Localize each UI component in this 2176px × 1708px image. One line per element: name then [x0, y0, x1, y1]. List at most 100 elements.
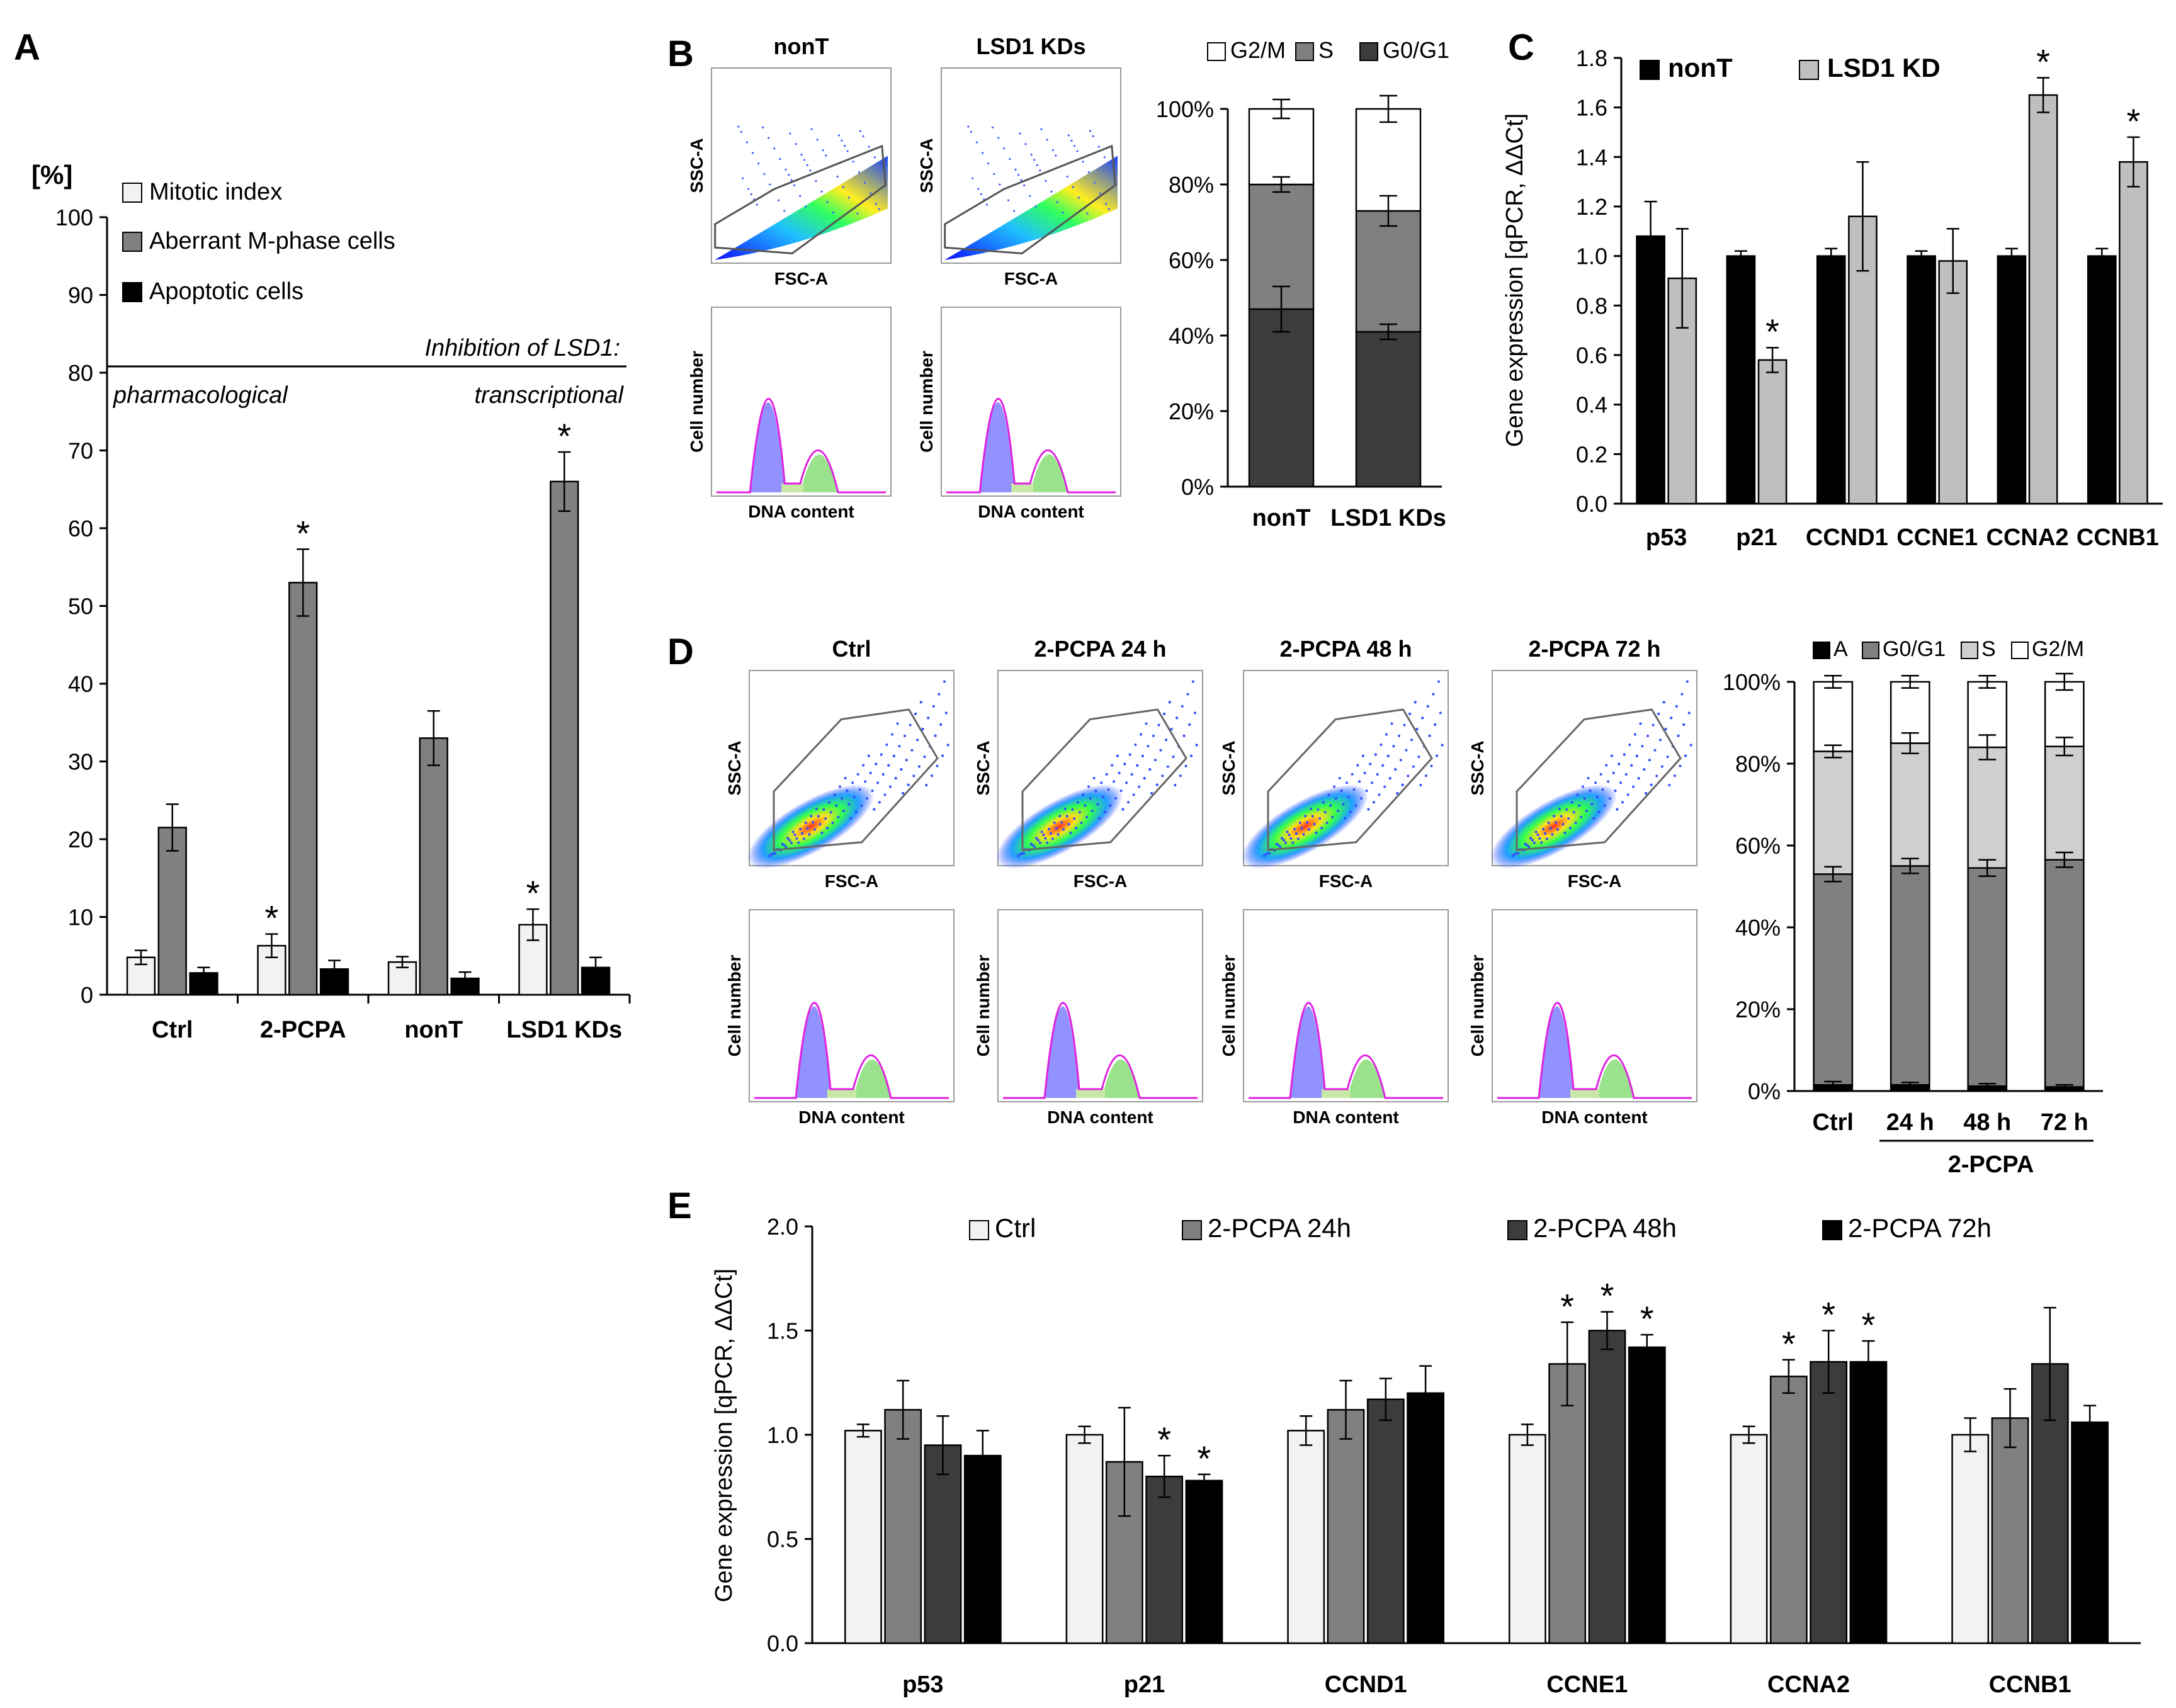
- category-label: CCND1: [1806, 524, 1888, 551]
- panel-b-chart: 0% 20% 40% 60% 80% 100% nonT LSD1 KDs G2/M S G0/G1: [1156, 37, 1449, 531]
- scatter-dot: [1608, 797, 1611, 800]
- s-phase-fill: [1076, 1089, 1105, 1098]
- scatter-dot: [1148, 768, 1152, 771]
- category-label: nonT: [404, 1017, 463, 1043]
- scatter-dot: [1281, 837, 1284, 840]
- scatter-dot: [816, 139, 819, 141]
- scatter-dot: [1372, 801, 1375, 804]
- panel-c-ylabel: Gene expression [qPCR, ΔΔCt]: [1502, 113, 1528, 447]
- inhibition-pharmacological: pharmacological: [113, 382, 288, 409]
- scatter-dot: [1065, 815, 1068, 818]
- ssc-axis-label: SSC-A: [1219, 740, 1238, 795]
- stacked-segment: [1967, 867, 2008, 1087]
- scatter-dot: [1356, 764, 1359, 767]
- scatter-dot: [1646, 734, 1649, 737]
- scatter-dot: [1193, 711, 1196, 715]
- scatter-dot: [1186, 693, 1189, 696]
- y-tick-label: 10: [68, 905, 93, 930]
- scatter-dot: [844, 776, 847, 779]
- scatter-dot: [878, 801, 881, 804]
- legend-label: G0/G1: [1883, 637, 1946, 661]
- stacked-segment: [1248, 108, 1315, 186]
- legend-label: S: [1318, 37, 1334, 63]
- scatter-dot: [1542, 827, 1545, 830]
- significance-star: *: [1765, 312, 1779, 351]
- scatter-dot: [1439, 711, 1442, 715]
- cell-number-axis-label: Cell number: [1468, 954, 1487, 1056]
- scatter-dot: [1533, 841, 1536, 844]
- scatter-dot: [1417, 755, 1420, 759]
- scatter-dot: [1610, 754, 1613, 757]
- scatter-plot-frame: [749, 670, 955, 866]
- scatter-dot: [1567, 817, 1570, 820]
- scatter-dot: [912, 774, 915, 778]
- scatter-dot: [1677, 734, 1680, 737]
- scatter-dot: [806, 827, 809, 830]
- scatter-dot: [1111, 764, 1114, 767]
- bar: [288, 582, 318, 996]
- scatter-dot: [1347, 796, 1350, 799]
- scatter-dot: [750, 193, 752, 196]
- significance-star: *: [296, 513, 310, 553]
- scatter-dot: [829, 811, 832, 814]
- scatter-dot: [1114, 797, 1117, 800]
- ssc-axis-label: SSC-A: [1468, 740, 1487, 795]
- scatter-dot: [1399, 759, 1402, 762]
- scatter-dot: [1388, 777, 1391, 780]
- scatter-dot: [1675, 704, 1678, 708]
- scatter-dot: [813, 828, 816, 831]
- scatter-dot: [1605, 764, 1608, 767]
- scatter-dot: [1264, 853, 1267, 856]
- cell-number-axis-label: Cell number: [725, 954, 744, 1056]
- scatter-dot: [1092, 776, 1096, 779]
- cell-number-axis-label: Cell number: [1219, 954, 1238, 1056]
- scatter-dot: [1096, 803, 1099, 806]
- scatter-dot: [795, 143, 797, 145]
- scatter-dot: [1077, 196, 1080, 199]
- significance-star: *: [1560, 1286, 1574, 1326]
- panel-label-b: B: [667, 33, 694, 74]
- scatter-dot: [1082, 793, 1085, 796]
- panel-a-ylabel: [%]: [31, 160, 72, 189]
- scatter-dot: [1547, 821, 1550, 824]
- gate-polygon: [1021, 708, 1187, 851]
- scatter-dot: [803, 159, 806, 161]
- scatter-dot: [1039, 169, 1041, 172]
- scatter-dot: [1024, 143, 1027, 145]
- scatter-dot: [862, 135, 864, 137]
- scatter-dot: [1093, 181, 1096, 184]
- scatter-dot: [1302, 833, 1305, 836]
- scatter-dot: [769, 183, 771, 186]
- scatter-dot: [1529, 837, 1533, 840]
- scatter-dot: [1659, 738, 1662, 742]
- bar: [1769, 1376, 1808, 1644]
- scatter-dot: [1607, 780, 1610, 783]
- y-tick-label: 2.0: [767, 1214, 798, 1240]
- scatter-dot: [860, 804, 863, 807]
- scatter-dot: [1152, 734, 1155, 737]
- scatter-dot: [810, 128, 813, 130]
- y-tick-label: 20: [68, 827, 93, 852]
- scatter-dot: [1551, 833, 1554, 836]
- scatter-dot: [852, 161, 854, 163]
- category-label: 24 h: [1886, 1109, 1934, 1136]
- y-tick-label: 0%: [1181, 474, 1214, 500]
- scatter-dot: [864, 780, 867, 783]
- scatter-dot: [869, 192, 872, 195]
- panel-d-group-label: 2-PCPA: [1948, 1151, 2034, 1178]
- cell-number-axis-label: Cell number: [687, 351, 706, 453]
- scatter-dot: [1195, 744, 1198, 747]
- scatter-dot: [820, 190, 823, 193]
- scatter-dot: [991, 126, 994, 128]
- scatter-dot: [1682, 723, 1686, 726]
- scatter-dot: [1374, 753, 1377, 756]
- gate-polygon: [714, 144, 887, 255]
- category-label: CCNA2: [1767, 1671, 1850, 1698]
- scatter-dot: [1592, 817, 1595, 820]
- stacked-segment: [2044, 745, 2085, 861]
- scatter-dot: [1050, 190, 1053, 193]
- y-tick-label: 100: [55, 205, 93, 230]
- scatter-dot: [1632, 785, 1635, 788]
- flow-title: 2-PCPA 72 h: [1528, 636, 1660, 662]
